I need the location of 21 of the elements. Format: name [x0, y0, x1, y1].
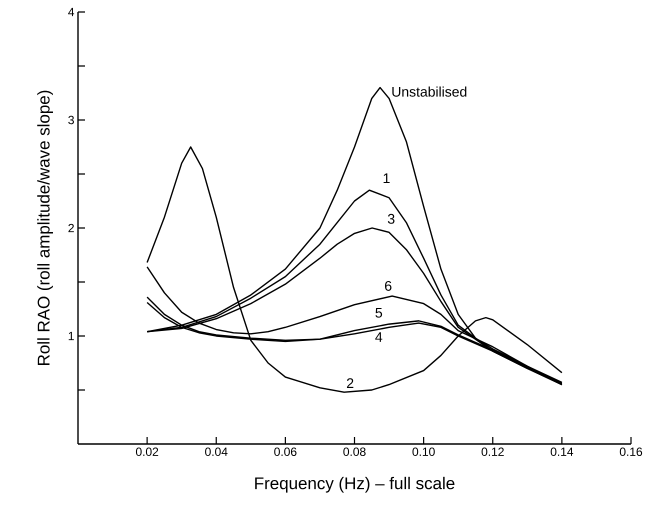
- series-label: 5: [375, 308, 382, 318]
- y-tick-label: 3: [68, 116, 74, 124]
- x-axis-title: Frequency (Hz) – full scale: [255, 476, 454, 493]
- x-tick-label: 0.06: [274, 448, 296, 456]
- series-label: 3: [388, 214, 394, 224]
- y-tick-label: 4: [68, 8, 74, 16]
- y-axis-title: Roll RAO (roll amplitude/wave slope): [37, 90, 53, 365]
- series-label: 6: [385, 280, 392, 291]
- x-tick-label: 0.04: [205, 448, 228, 456]
- x-tick-label: 0.10: [412, 448, 435, 456]
- x-tick-label: 0.16: [620, 448, 642, 456]
- series-label: 1: [384, 173, 390, 183]
- series-label: 4: [375, 332, 382, 342]
- x-tick-label: 0.14: [550, 448, 574, 456]
- x-tick-label: 0.12: [482, 448, 504, 456]
- y-tick-label: 1: [68, 332, 74, 340]
- y-tick-label: 2: [68, 224, 74, 232]
- x-tick-label: 0.08: [343, 448, 366, 456]
- series-label: 2: [346, 378, 354, 388]
- series-label: Unstabilised: [392, 86, 466, 97]
- x-tick-label: 0.02: [136, 448, 158, 456]
